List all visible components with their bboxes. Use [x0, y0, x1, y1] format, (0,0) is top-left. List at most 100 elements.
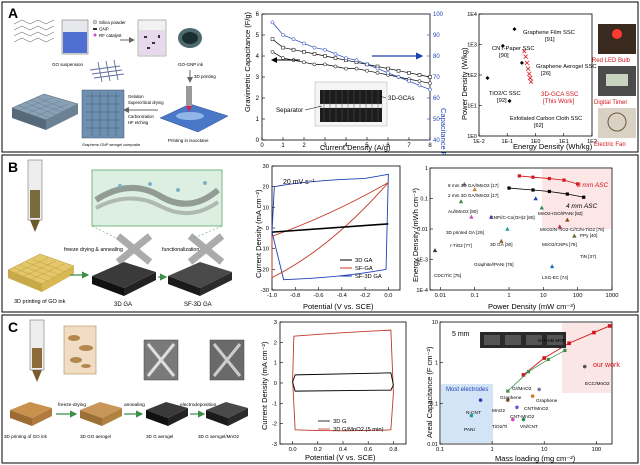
b1-legend-1: SF-GA [355, 266, 373, 272]
ann-graphene-aerogel: Graphene Aerogel SSC [536, 64, 597, 70]
c2-ylabel: Areal Capacitance (F cm⁻²) [425, 346, 434, 438]
a2-xtick-label: 1E-1 [501, 139, 513, 145]
c2-xtick-label: 10 [541, 447, 547, 453]
b1-ytick-label: 10 [263, 205, 269, 211]
c2-g-point [563, 348, 567, 353]
c2-xtick-label: 100 [591, 447, 601, 453]
panel-c-chart-cv: Current Density (mA cm⁻²) Potential (V v… [260, 320, 407, 462]
a1-point [428, 75, 432, 79]
b2-asc8-point [562, 178, 566, 182]
b2-ytick-label: 1E-3 [416, 258, 428, 264]
a1-point [375, 66, 380, 71]
c2-most: Most electrodes [446, 387, 488, 393]
a2-gca-point [524, 60, 530, 66]
a1-xtick-label: 1 [281, 143, 285, 149]
a1-y2tick-label: 100 [433, 12, 444, 18]
c2-lab-3: CNT/MnO2 [524, 406, 549, 412]
a1-y2tick-label: 40 [433, 138, 440, 144]
c-s1-label: 3D printing of GO ink [4, 434, 48, 439]
c1-xtick-label: 0.6 [364, 447, 372, 453]
c2-ref-point [515, 405, 519, 410]
b2-ytick-label: 0.01 [417, 227, 428, 233]
a2-xtick-label: 1E2 [587, 139, 597, 145]
c1-ytick-label: 0 [274, 381, 277, 387]
a1-ytick-label: 1 [256, 117, 260, 123]
ann-graphene-film: Graphene Film SSC [523, 30, 575, 36]
b-step1-label: freeze drying & annealing [64, 247, 123, 253]
a1-point [323, 47, 327, 52]
a1-xlabel: Current Density (A/g) [320, 143, 391, 152]
b1-scanrate: 20 mV s⁻¹ [283, 179, 315, 186]
ann-exfoliated: Exfoliated Carbon Cloth SSC [510, 116, 582, 122]
b2-ytick-label: 1E-4 [416, 288, 428, 294]
a1-point [417, 79, 422, 84]
b2-ref-12: MnO2/CNPs [79] [542, 242, 577, 247]
ann-graphene-film-ref: [91] [545, 37, 555, 43]
a1-point [386, 70, 390, 75]
b2-ref-11: PPy [40] [580, 233, 597, 238]
b2-ref-9: MnO2-rGO//PANI [82] [538, 211, 583, 216]
b2-ref-point [505, 226, 510, 231]
b2-xtick-label: 0.1 [471, 293, 479, 299]
c2-lab-2: Graphene [536, 398, 558, 404]
b1-series-3dga [271, 223, 389, 233]
c2-our-region [562, 323, 611, 393]
a1-point [302, 60, 306, 65]
a1-point [365, 62, 369, 67]
a2-ytick-label: 1E4 [467, 12, 477, 18]
c1-ytick-label: 3 [274, 320, 277, 326]
panel-b-chart-ragone: Energy Density (mWh cm⁻³) Power Density … [411, 166, 618, 311]
panel-a-chart-ragone: Power Density (W/kg) Energy Density (Wh/… [460, 12, 636, 151]
b2-asc8: 8 mm ASC [577, 182, 608, 189]
b2-asc4-point [582, 195, 586, 199]
go-gnp-ink-label: GO-GNP ink [178, 62, 204, 67]
b2-ref-14: LSG-EC [74] [542, 275, 568, 280]
b2-xtick-label: 0.01 [435, 293, 446, 299]
step-gelation: Gelation [128, 94, 144, 99]
c2-ytick-label: 10 [432, 320, 438, 326]
b1-xtick-label: -0.4 [337, 293, 348, 299]
step-carbonization: Carbonization [128, 114, 155, 119]
ann-tio2-ref: [92] [497, 98, 507, 104]
a1-ytick-label: 3 [256, 75, 260, 81]
c2-lab-10: Graphene [500, 395, 522, 401]
c1-xtick-label: 0.2 [314, 447, 322, 453]
a1-point [323, 62, 327, 67]
b1-ytick-label: 20 [263, 185, 269, 191]
b2-ylabel: Energy Density (mWh cm⁻³) [411, 188, 420, 282]
a2-plot: 1E-2 1E-1 1E0 1E1 1E2 1E0 1E1 1E2 1E3 1E4 [467, 12, 597, 145]
c2-lab-7: CNT-MnO2 [510, 414, 535, 420]
a1-point [407, 79, 411, 84]
a1-series-line-1 [272, 51, 431, 84]
a2-ytick-label: 1E0 [467, 134, 477, 140]
b2-ytick-label: 0.1 [420, 197, 428, 203]
a1-series-line-0 [272, 38, 431, 78]
step-hf: HF etching [128, 120, 149, 125]
b1-plot: -1.0 -0.8 -0.6 -0.4 -0.2 0.0 -30 -20 -10 0 10 20 30 [261, 164, 401, 299]
b2-ref-5: r-TiO2 [77] [450, 243, 472, 248]
panel-a-label: A [8, 5, 18, 21]
c2-xtick-label: 0.1 [436, 447, 444, 453]
b2-ref-point [462, 181, 467, 186]
c-step1-label: freeze-drying [58, 402, 86, 408]
a1-point [333, 64, 338, 69]
c2-lab-8: TiO2/Ti [492, 424, 507, 430]
ann-tio2: TiO2/C SSC [489, 91, 521, 97]
c2-inset-block [505, 335, 521, 345]
b2-ref-point [472, 187, 477, 192]
c2-lab-6: MnO2 [492, 408, 505, 414]
b2-ref-8: Graphite//PANI [76] [474, 262, 514, 267]
c2-lab-4: N-CNT [466, 410, 481, 416]
b2-ref-4: 3D printed GA [29] [446, 230, 484, 235]
c1-plot: 0.0 0.2 0.4 0.6 0.8 -3 -2 -1 0 1 2 3 [272, 320, 407, 453]
b2-asc8-point [531, 175, 535, 179]
c2-inset-block [484, 335, 500, 345]
legend-gnp: GNP [99, 27, 109, 32]
b2-asc4: 4 mm ASC [566, 203, 597, 210]
c2-ref-point [521, 417, 526, 422]
a1-point [270, 49, 275, 54]
c2-lab-1: ECC/MnO2 [585, 381, 610, 387]
a2-gca-point [527, 75, 533, 81]
b2-asc4-point [507, 186, 511, 190]
